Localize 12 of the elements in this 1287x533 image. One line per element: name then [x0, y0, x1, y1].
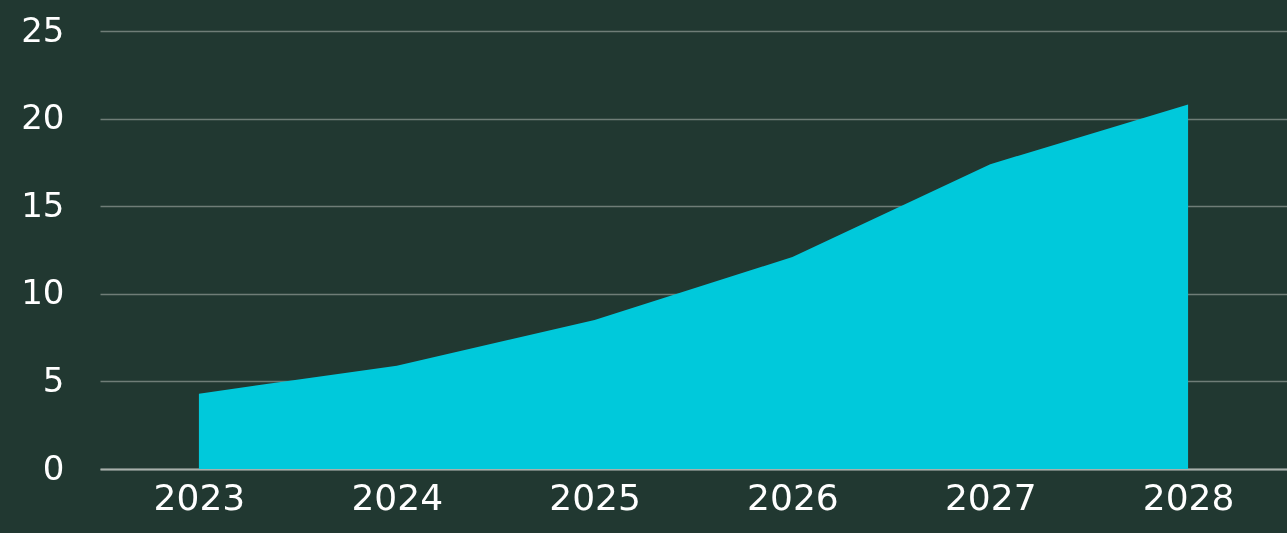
x-tick-label: 2028	[1142, 476, 1235, 518]
y-tick-label: 5	[42, 359, 65, 400]
y-tick-label: 15	[21, 184, 65, 225]
y-tick-label: 0	[42, 447, 65, 488]
x-tick-label: 2027	[944, 476, 1037, 518]
x-tick-label: 2026	[747, 476, 839, 518]
x-tick-label: 2024	[351, 476, 444, 518]
x-tick-label: 2025	[549, 476, 641, 518]
x-tick-label: 2023	[153, 476, 246, 518]
y-tick-label: 25	[21, 9, 65, 50]
y-tick-label: 10	[21, 272, 65, 313]
y-tick-label: 20	[21, 97, 65, 138]
